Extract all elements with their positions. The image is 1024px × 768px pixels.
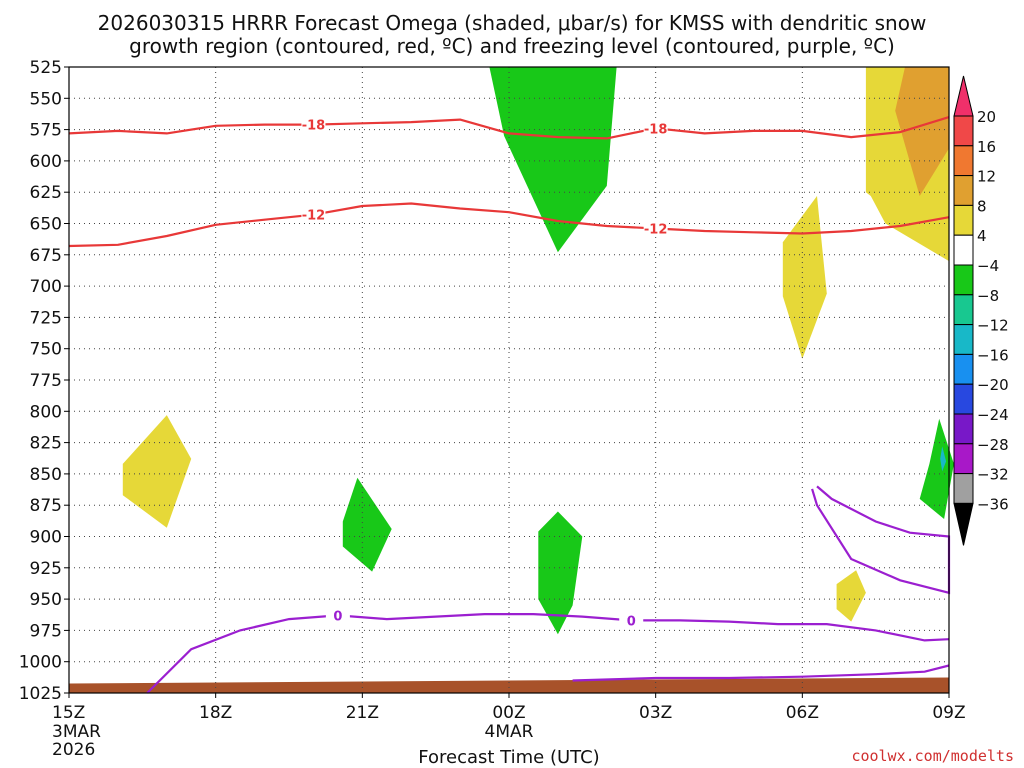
colorbar-arrow-top — [953, 75, 974, 117]
terrain-fill — [69, 677, 949, 693]
omega-shading — [122, 67, 954, 635]
y-tick-label-550: 550 — [30, 89, 62, 109]
colorbar-label-11: −24 — [977, 406, 1009, 424]
omega-region-3 — [538, 511, 583, 635]
y-tick-label-725: 725 — [30, 308, 62, 328]
colorbar-label-9: −16 — [977, 346, 1009, 364]
y-tick-label-850: 850 — [30, 465, 62, 485]
contour-lines: -18 -18 -12 -12 0 0 — [68, 116, 951, 694]
colorbar-label-4: 8 — [977, 197, 987, 215]
colorbar-segment-3 — [953, 175, 974, 206]
colorbar-segment-5 — [953, 234, 974, 266]
y-tick-label-1000: 1000 — [19, 653, 62, 673]
colorbar-segment-2 — [953, 145, 974, 177]
omega-region-5 — [782, 196, 827, 359]
dgz-label-a--18-bg — [301, 116, 326, 132]
dgz-label-b--12-bg — [643, 220, 668, 236]
omega-region-10 — [940, 446, 947, 472]
omega-region-4 — [489, 67, 617, 253]
colorbar-segment-1 — [953, 115, 974, 147]
dgz-label-b--18: -18 — [644, 122, 668, 137]
colorbar-label-14: −36 — [977, 495, 1009, 513]
colorbar-segment-10 — [953, 383, 974, 415]
y-tick-label-1025: 1025 — [19, 684, 62, 704]
colorbar-label-13: −32 — [977, 466, 1009, 484]
dgz-label-b--18-bg — [643, 120, 668, 136]
chart-title-line1: 2026030315 HRRR Forecast Omega (shaded, … — [98, 11, 927, 35]
y-tick-label-525: 525 — [30, 58, 62, 78]
grid-lines — [69, 67, 949, 693]
x-tick-sublabel-00Z-1: 4MAR — [485, 722, 534, 742]
x-tick-label-00Z: 00Z — [492, 703, 525, 723]
credit-text: coolwx.com/modelts — [851, 747, 1014, 765]
x-axis-label: Forecast Time (UTC) — [418, 747, 599, 768]
y-tick-label-700: 700 — [30, 277, 62, 297]
y-tick-label-950: 950 — [30, 590, 62, 610]
y-tick-label-825: 825 — [30, 434, 62, 454]
colorbar-label-6: −4 — [977, 257, 999, 275]
dgz-label-a--12-bg — [301, 206, 326, 222]
colorbar-segment-4 — [953, 204, 974, 236]
y-tick-label-625: 625 — [30, 183, 62, 203]
colorbar-segment-13 — [953, 473, 974, 504]
y-tick-label-925: 925 — [30, 559, 62, 579]
dgz-label-b--12: -12 — [644, 223, 668, 238]
colorbar-segment-11 — [953, 413, 974, 445]
x-tick-label-15Z: 15Z — [52, 703, 85, 723]
y-tick-label-675: 675 — [30, 246, 62, 266]
colorbar-segment-8 — [953, 324, 974, 355]
x-tick-sublabel-15Z-1: 3MAR — [52, 722, 101, 742]
y-tick-label-975: 975 — [30, 621, 62, 641]
dgz-label-a--18: -18 — [302, 119, 326, 134]
freezing-level-main — [146, 612, 950, 694]
colorbar: 20 16 12 8 4 −4 −8 −12 −16 −20 −24 −28 −32 −36 — [953, 75, 1009, 546]
y-tick-label-875: 875 — [30, 496, 62, 516]
freezing-level-lower — [572, 664, 950, 682]
y-tick-label-775: 775 — [30, 371, 62, 391]
colorbar-label-2: 16 — [977, 138, 996, 156]
colorbar-label-1: 20 — [977, 108, 996, 126]
colorbar-label-5: 4 — [977, 227, 987, 245]
colorbar-label-3: 12 — [977, 168, 996, 186]
x-tick-label-21Z: 21Z — [346, 703, 379, 723]
y-tick-label-650: 650 — [30, 215, 62, 235]
omega-region-2 — [342, 477, 392, 572]
freezing-label-b-bg — [619, 612, 644, 628]
colorbar-segment-9 — [953, 353, 974, 385]
x-tick-label-18Z: 18Z — [199, 703, 232, 723]
dgz-label-a--12: -12 — [302, 209, 326, 224]
colorbar-label-7: −8 — [977, 287, 999, 305]
colorbar-label-12: −28 — [977, 436, 1009, 454]
x-tick-label-03Z: 03Z — [639, 703, 672, 723]
freezing-label-a: 0 — [333, 609, 342, 624]
x-tick-sublabel-15Z-2: 2026 — [52, 740, 95, 760]
colorbar-segment-6 — [953, 264, 974, 296]
omega-region-8 — [895, 67, 949, 196]
colorbar-arrow-bottom — [953, 502, 974, 546]
y-axis: 525 550 575 600 625 650 675 700 725 750 775 800 825 8… — [19, 58, 69, 704]
chart-title-line2: growth region (contoured, red, ºC) and f… — [129, 34, 895, 58]
x-tick-label-09Z: 09Z — [932, 703, 965, 723]
y-tick-label-800: 800 — [30, 402, 62, 422]
terrain-layer — [69, 677, 949, 693]
dgz-contour--18 — [68, 116, 950, 140]
y-tick-label-600: 600 — [30, 152, 62, 172]
freezing-label-a-bg — [325, 607, 350, 623]
omega-region-1 — [122, 415, 192, 528]
colorbar-label-8: −12 — [977, 317, 1009, 335]
omega-region-6 — [836, 570, 866, 622]
x-tick-label-06Z: 06Z — [786, 703, 819, 723]
y-tick-label-750: 750 — [30, 340, 62, 360]
y-tick-label-575: 575 — [30, 121, 62, 141]
colorbar-segment-12 — [953, 443, 974, 475]
y-tick-label-900: 900 — [30, 528, 62, 548]
colorbar-segment-7 — [953, 294, 974, 326]
freezing-label-b: 0 — [627, 614, 636, 629]
omega-region-9 — [919, 418, 954, 519]
colorbar-label-10: −20 — [977, 376, 1009, 394]
dgz-contour--12 — [68, 202, 950, 248]
